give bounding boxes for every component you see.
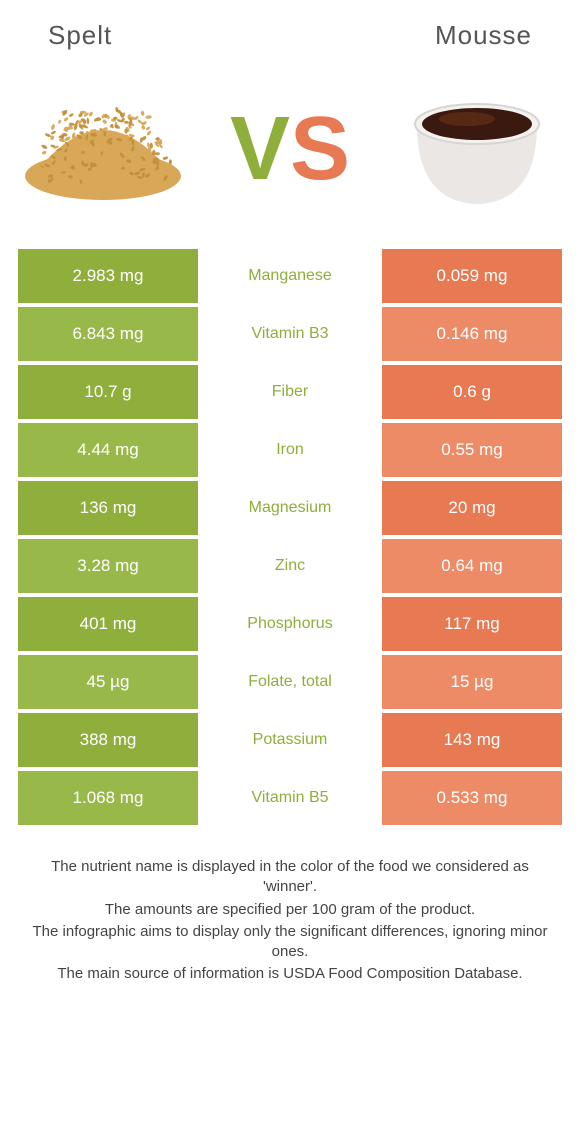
right-value: 0.55 mg xyxy=(382,423,562,481)
left-value: 4.44 mg xyxy=(18,423,198,481)
vs-v: V xyxy=(230,104,290,194)
right-value: 0.533 mg xyxy=(382,771,562,829)
left-title: Spelt xyxy=(48,20,112,51)
footer-line: The nutrient name is displayed in the co… xyxy=(26,857,554,898)
table-row: 2.983 mgManganese0.059 mg xyxy=(18,249,562,307)
footer-line: The main source of information is USDA F… xyxy=(26,964,554,984)
spelt-pile-icon xyxy=(18,94,188,204)
vs-label: V S xyxy=(230,104,350,194)
left-value: 401 mg xyxy=(18,597,198,655)
nutrient-name: Potassium xyxy=(198,713,382,771)
hero-row: V S xyxy=(18,79,562,219)
nutrient-name: Manganese xyxy=(198,249,382,307)
footer-line: The infographic aims to display only the… xyxy=(26,922,554,963)
nutrient-name: Magnesium xyxy=(198,481,382,539)
right-value: 0.6 g xyxy=(382,365,562,423)
left-food-image xyxy=(18,84,188,214)
table-row: 1.068 mgVitamin B50.533 mg xyxy=(18,771,562,829)
right-value: 0.64 mg xyxy=(382,539,562,597)
table-row: 10.7 gFiber0.6 g xyxy=(18,365,562,423)
nutrient-name: Phosphorus xyxy=(198,597,382,655)
right-value: 15 µg xyxy=(382,655,562,713)
left-value: 6.843 mg xyxy=(18,307,198,365)
left-value: 136 mg xyxy=(18,481,198,539)
table-row: 4.44 mgIron0.55 mg xyxy=(18,423,562,481)
table-row: 388 mgPotassium143 mg xyxy=(18,713,562,771)
left-value: 45 µg xyxy=(18,655,198,713)
mousse-cup-icon xyxy=(397,84,557,214)
table-row: 3.28 mgZinc0.64 mg xyxy=(18,539,562,597)
left-value: 10.7 g xyxy=(18,365,198,423)
right-food-image xyxy=(392,84,562,214)
right-value: 20 mg xyxy=(382,481,562,539)
right-value: 117 mg xyxy=(382,597,562,655)
left-value: 1.068 mg xyxy=(18,771,198,829)
footer-notes: The nutrient name is displayed in the co… xyxy=(18,857,562,985)
left-value: 388 mg xyxy=(18,713,198,771)
nutrient-name: Folate, total xyxy=(198,655,382,713)
table-row: 136 mgMagnesium20 mg xyxy=(18,481,562,539)
nutrient-name: Iron xyxy=(198,423,382,481)
nutrient-table: 2.983 mgManganese0.059 mg6.843 mgVitamin… xyxy=(18,249,562,829)
footer-line: The amounts are specified per 100 gram o… xyxy=(26,900,554,920)
vs-s: S xyxy=(290,104,350,194)
table-row: 401 mgPhosphorus117 mg xyxy=(18,597,562,655)
right-value: 0.059 mg xyxy=(382,249,562,307)
right-value: 143 mg xyxy=(382,713,562,771)
nutrient-name: Vitamin B3 xyxy=(198,307,382,365)
left-value: 3.28 mg xyxy=(18,539,198,597)
right-value: 0.146 mg xyxy=(382,307,562,365)
nutrient-name: Fiber xyxy=(198,365,382,423)
titles-row: Spelt Mousse xyxy=(18,20,562,51)
nutrient-name: Zinc xyxy=(198,539,382,597)
table-row: 45 µgFolate, total15 µg xyxy=(18,655,562,713)
right-title: Mousse xyxy=(435,20,532,51)
left-value: 2.983 mg xyxy=(18,249,198,307)
nutrient-name: Vitamin B5 xyxy=(198,771,382,829)
table-row: 6.843 mgVitamin B30.146 mg xyxy=(18,307,562,365)
